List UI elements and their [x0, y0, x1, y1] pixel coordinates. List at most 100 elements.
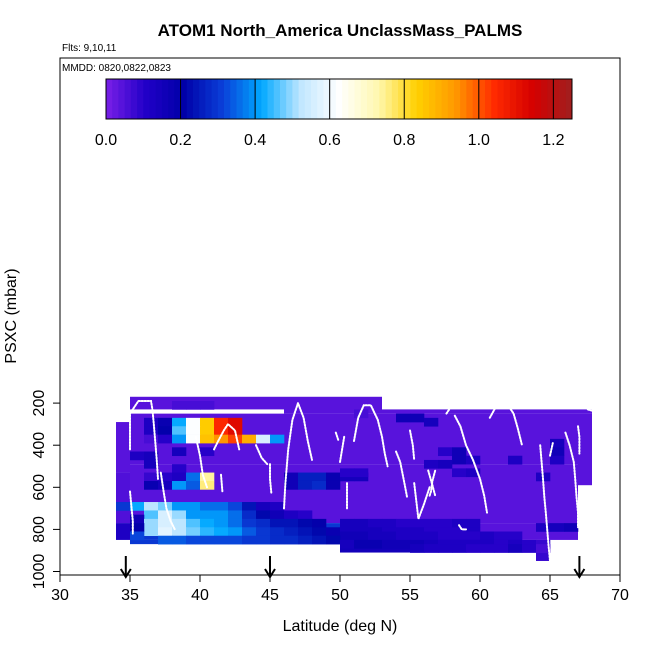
flight-arrow — [264, 556, 276, 579]
heatmap-cell — [354, 409, 369, 419]
heatmap-cell — [200, 434, 215, 444]
heatmap-cell — [172, 464, 187, 473]
heatmap-cell — [172, 527, 187, 537]
flight-track — [159, 471, 176, 531]
x-tick-label: 65 — [541, 587, 559, 604]
flight-track — [269, 463, 273, 495]
heatmap-cell — [354, 468, 369, 478]
heatmap-cell — [298, 518, 313, 528]
heatmap-cell — [284, 518, 299, 528]
y-tick-label: 400 — [31, 432, 48, 459]
colorbar-segment — [429, 79, 436, 119]
heatmap-cell — [144, 480, 159, 490]
heatmap-cell — [158, 535, 173, 545]
heatmap-cell — [340, 531, 355, 541]
colorbar-segment — [298, 79, 306, 119]
heatmap-cell — [466, 518, 481, 528]
colorbar-segment — [416, 79, 424, 119]
heatmap-cell — [508, 455, 523, 465]
heatmap-cell — [368, 531, 383, 541]
x-tick-label: 35 — [121, 587, 139, 604]
heatmap-cell — [382, 539, 397, 549]
colorbar-segment — [509, 79, 517, 119]
heatmap-cell — [368, 518, 383, 528]
colorbar-segment — [317, 79, 324, 119]
x-tick-label: 30 — [51, 587, 69, 604]
flight-track — [255, 444, 269, 466]
colorbar-tick-label: 0.2 — [169, 132, 191, 149]
colorbar-segment — [540, 79, 548, 119]
colorbar-segment — [522, 79, 529, 119]
heatmap-cell — [284, 472, 299, 482]
colorbar-segment — [174, 79, 181, 119]
heatmap-cell — [396, 518, 411, 528]
colorbar-segment — [143, 79, 150, 119]
heatmap-cell — [312, 472, 327, 482]
x-axis-label: Latitude (deg N) — [283, 618, 398, 635]
heatmap-cell — [144, 426, 159, 435]
colorbar-segment — [435, 79, 442, 119]
colorbar-segment — [497, 79, 505, 119]
colorbar-segment — [422, 79, 430, 119]
heatmap-cell — [200, 518, 215, 528]
heatmap-cell — [256, 535, 271, 545]
colorbar-segment — [118, 79, 126, 119]
flights-label: Flts: 9,10,11 — [62, 43, 117, 54]
heatmap-cell — [410, 518, 425, 528]
heatmap-cell — [214, 510, 229, 520]
heatmap-cell — [172, 426, 187, 435]
colorbar-segment — [224, 79, 231, 119]
heatmap-cell — [270, 518, 285, 528]
heatmap-cell — [172, 510, 187, 520]
heatmap-cell — [172, 518, 187, 528]
flight-arrows — [119, 556, 586, 579]
colorbar-segment — [106, 79, 113, 119]
x-tick-label: 45 — [261, 587, 279, 604]
heatmap-cell — [200, 527, 215, 537]
heatmap-cell — [466, 531, 481, 541]
heatmap-cell — [214, 434, 229, 444]
flight-track — [445, 404, 462, 415]
colorbar-segment — [311, 79, 318, 119]
colorbar-segment — [304, 79, 312, 119]
x-tick-label: 50 — [331, 587, 349, 604]
y-tick-label: 800 — [31, 516, 48, 543]
colorbar-segment — [124, 79, 132, 119]
heatmap-cell — [158, 527, 173, 537]
y-tick-label: 1000 — [31, 554, 48, 590]
heatmap-cell — [144, 434, 159, 444]
heatmap-cell — [466, 468, 481, 478]
flight-track — [577, 425, 581, 455]
heatmap-cell — [214, 535, 229, 545]
heatmap-cell — [368, 539, 383, 549]
heatmap-cell — [242, 502, 257, 511]
heatmap-cell — [382, 518, 397, 528]
flight-track — [213, 422, 241, 451]
heatmap-cell — [508, 544, 523, 553]
colorbar-segment — [441, 79, 449, 119]
heatmap-cell — [340, 539, 355, 549]
x-axis: 30 35 40 45 50 55 60 65 70 — [51, 575, 629, 604]
heatmap-cell — [256, 502, 271, 511]
flight-track — [413, 482, 431, 520]
heatmap-cell — [508, 531, 523, 541]
colorbar-segment — [547, 79, 554, 119]
colorbar-tick-label: 0.8 — [393, 132, 415, 149]
heatmap-cell — [158, 480, 173, 490]
x-tick-label: 40 — [191, 587, 209, 604]
heatmap-cell — [172, 401, 187, 410]
heatmap-cell — [312, 535, 327, 545]
colorbar-segment — [130, 79, 138, 119]
heatmap-cell — [452, 447, 467, 457]
x-tick-label: 70 — [611, 587, 629, 604]
colorbar-segment — [485, 79, 492, 119]
heatmap-cell — [144, 510, 159, 520]
colorbar-segment — [286, 79, 293, 119]
heatmap-cell — [382, 531, 397, 541]
heatmap-cell — [340, 468, 355, 478]
heatmap-region — [116, 422, 130, 473]
colorbar-segment — [453, 79, 461, 119]
colorbar-segment — [192, 79, 200, 119]
heatmap-cell — [550, 455, 565, 465]
heatmap-cells — [116, 396, 592, 561]
